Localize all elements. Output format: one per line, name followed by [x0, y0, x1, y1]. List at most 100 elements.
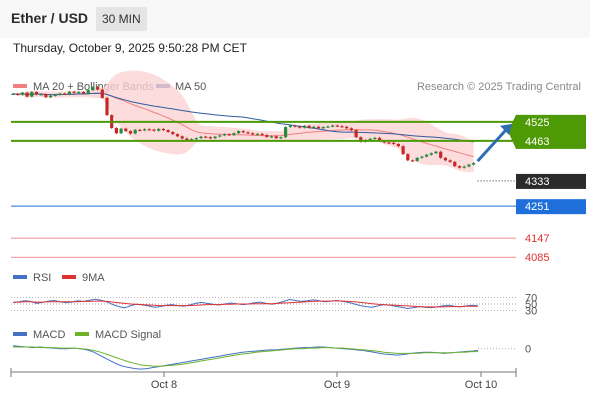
last-price-label: 4333	[525, 176, 549, 188]
candle-body	[77, 92, 81, 94]
support-label-box	[516, 199, 586, 215]
macd-legend-swatch	[13, 332, 27, 336]
rsi-ma-line	[12, 300, 478, 308]
candle-body	[335, 125, 339, 127]
candle-body	[49, 95, 53, 98]
candle-body	[349, 128, 353, 131]
candle-body	[274, 136, 278, 139]
candle-body	[410, 160, 415, 162]
candle-body	[185, 138, 189, 140]
candle-body	[312, 126, 316, 128]
rsi-legend-label: RSI	[33, 272, 51, 284]
x-tick-label: Oct 8	[151, 379, 177, 391]
candle-body	[152, 129, 156, 131]
candle-body	[161, 128, 165, 131]
forecast-arrow-head	[500, 123, 512, 135]
macd-signal-legend-label: MACD Signal	[95, 329, 161, 341]
candle-body	[462, 166, 466, 168]
candle-body	[298, 126, 302, 128]
price-levels: 4333 4251 4147 4085 4525 4463	[11, 114, 586, 264]
candle-body	[406, 154, 410, 161]
candle-body	[96, 87, 100, 90]
ma50-legend-label: MA 50	[175, 81, 206, 93]
candle-body	[16, 93, 20, 96]
candle-body	[251, 133, 255, 135]
candle-body	[241, 131, 245, 133]
support-label: 4251	[525, 201, 549, 213]
candle-body	[232, 133, 236, 136]
candle-body	[147, 129, 151, 131]
resistance-label-box	[516, 114, 586, 149]
candle-body	[260, 133, 264, 136]
candle-body	[166, 130, 170, 132]
candle-body	[114, 128, 118, 134]
candle-body	[401, 146, 405, 155]
candle-body	[392, 142, 396, 144]
candle-body	[316, 126, 321, 129]
rsi-tick-label: 70	[525, 293, 537, 305]
candle-body	[91, 87, 95, 91]
candle-body	[67, 91, 71, 95]
candle-body	[72, 91, 76, 93]
candle-body	[213, 136, 217, 139]
candle-body	[345, 126, 349, 129]
candle-body	[415, 157, 419, 161]
candle-body	[138, 129, 142, 132]
candle-body	[222, 134, 227, 136]
target-label: 4085	[525, 252, 549, 264]
ma20-legend-swatch	[13, 84, 27, 88]
candle-body	[443, 157, 447, 161]
candle-body	[208, 137, 212, 139]
copyright-text: Research © 2025 Trading Central	[417, 81, 581, 93]
candle-body	[420, 156, 424, 158]
candle-body	[44, 94, 48, 98]
rsi-ma-legend-swatch	[62, 275, 76, 279]
candle-body	[307, 125, 311, 128]
candle-body	[457, 166, 462, 168]
candle-body	[119, 128, 123, 134]
candle-body	[124, 128, 128, 132]
candle-body	[105, 97, 109, 116]
candle-body	[53, 94, 57, 96]
candle-body	[81, 92, 86, 94]
candle-body	[340, 126, 344, 128]
candle-body	[20, 92, 24, 95]
candle-body	[199, 136, 203, 139]
timestamp: Thursday, October 9, 2025 9:50:28 PM CET	[13, 41, 247, 55]
candle-body	[11, 93, 15, 96]
candle-body	[453, 161, 457, 167]
x-tick-label: Oct 10	[465, 379, 497, 391]
candle-body	[255, 133, 259, 136]
resistance-label-upper: 4525	[525, 117, 549, 129]
candle-body	[378, 137, 382, 141]
candle-body	[194, 138, 198, 140]
timeframe-button[interactable]: 30 MIN	[96, 7, 147, 31]
price-panel	[11, 70, 476, 173]
candle-body	[467, 164, 471, 167]
candle-body	[387, 142, 391, 144]
forecast-arrow-shaft	[476, 128, 508, 163]
candle-body	[86, 90, 90, 94]
candle-body	[246, 132, 250, 134]
bollinger-band	[13, 70, 474, 173]
candle-body	[279, 137, 283, 139]
candle-body	[128, 131, 133, 134]
rsi-tick-label: 30	[525, 305, 537, 317]
macd-panel: 0	[12, 344, 531, 370]
candle-body	[133, 129, 137, 134]
candle-body	[58, 93, 62, 95]
candle-body	[425, 154, 429, 157]
candle-body	[269, 136, 274, 138]
candle-body	[434, 151, 438, 154]
rsi-legend-swatch	[13, 275, 27, 279]
ma50-line	[12, 92, 474, 143]
candle-body	[171, 132, 175, 135]
candle-body	[39, 94, 43, 96]
candle-body	[373, 137, 377, 140]
resistance-label-pointer	[508, 114, 516, 149]
candle-body	[227, 134, 231, 136]
rsi-tick-label: 50	[525, 299, 537, 311]
macd-line	[12, 345, 479, 370]
instrument-title: Ether / USD	[11, 10, 89, 26]
